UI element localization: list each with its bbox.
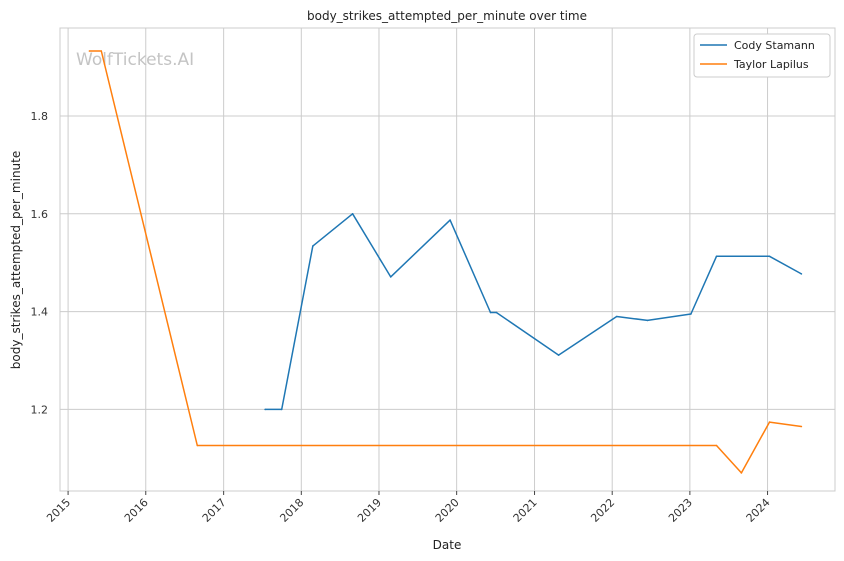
data-point-taylor-lapilus	[88, 50, 91, 52]
y-axis-title: body_strikes_attempted_per_minute	[9, 151, 23, 369]
x-tick-label: 2015	[44, 496, 73, 525]
data-point-cody-stamann	[264, 408, 266, 411]
x-tick-label: 2022	[588, 496, 617, 525]
y-tick-label: 1.6	[31, 208, 49, 221]
y-tick-label: 1.8	[31, 110, 49, 123]
x-axis-ticks: 2015 2016 2017 2018 2019 2020 2021 2022 2023 2024	[44, 491, 773, 525]
x-tick-label: 2023	[666, 496, 695, 525]
x-tick-label: 2017	[200, 496, 229, 525]
data-point-cody-stamann	[389, 276, 392, 278]
x-tick-label: 2016	[122, 496, 151, 525]
data-point-taylor-lapilus	[196, 444, 199, 447]
data-point-cody-stamann	[557, 354, 560, 356]
legend: Cody Stamann Taylor Lapilus	[693, 33, 831, 78]
data-point-cody-stamann	[351, 213, 354, 215]
data-point-cody-stamann	[615, 315, 618, 318]
data-point-cody-stamann	[715, 255, 718, 258]
data-point-cody-stamann	[800, 273, 803, 275]
data-point-cody-stamann	[449, 219, 451, 221]
data-point-cody-stamann	[646, 319, 649, 322]
legend-label-taylor-lapilus: Taylor Lapilus	[733, 58, 809, 71]
x-tick-label: 2018	[277, 496, 306, 525]
data-point-taylor-lapilus	[100, 50, 103, 52]
y-axis-ticks: 1.2 1.4 1.6 1.8	[31, 110, 49, 416]
data-point-taylor-lapilus	[768, 421, 771, 423]
data-point-cody-stamann	[495, 311, 498, 314]
x-axis-title: Date	[433, 538, 462, 552]
legend-label-cody-stamann: Cody Stamann	[734, 39, 815, 52]
data-point-cody-stamann	[489, 311, 492, 314]
data-point-cody-stamann	[690, 313, 692, 315]
data-point-taylor-lapilus	[715, 444, 718, 447]
watermark: WolfTickets.AI	[76, 50, 194, 70]
data-point-cody-stamann	[280, 408, 283, 411]
data-point-cody-stamann	[312, 245, 314, 247]
x-tick-label: 2024	[744, 496, 773, 525]
y-tick-label: 1.4	[31, 306, 49, 319]
x-tick-label: 2019	[355, 496, 384, 525]
y-tick-label: 1.2	[31, 403, 49, 416]
data-point-taylor-lapilus	[800, 425, 803, 428]
data-point-cody-stamann	[768, 255, 771, 258]
data-point-taylor-lapilus	[740, 472, 743, 474]
chart-title: body_strikes_attempted_per_minute over t…	[307, 9, 587, 23]
legend-box	[693, 33, 831, 78]
plot-frame	[59, 27, 836, 492]
plot-background	[60, 28, 835, 491]
x-tick-label: 2021	[511, 496, 540, 525]
x-tick-label: 2020	[433, 496, 462, 525]
series-layer	[88, 50, 803, 474]
